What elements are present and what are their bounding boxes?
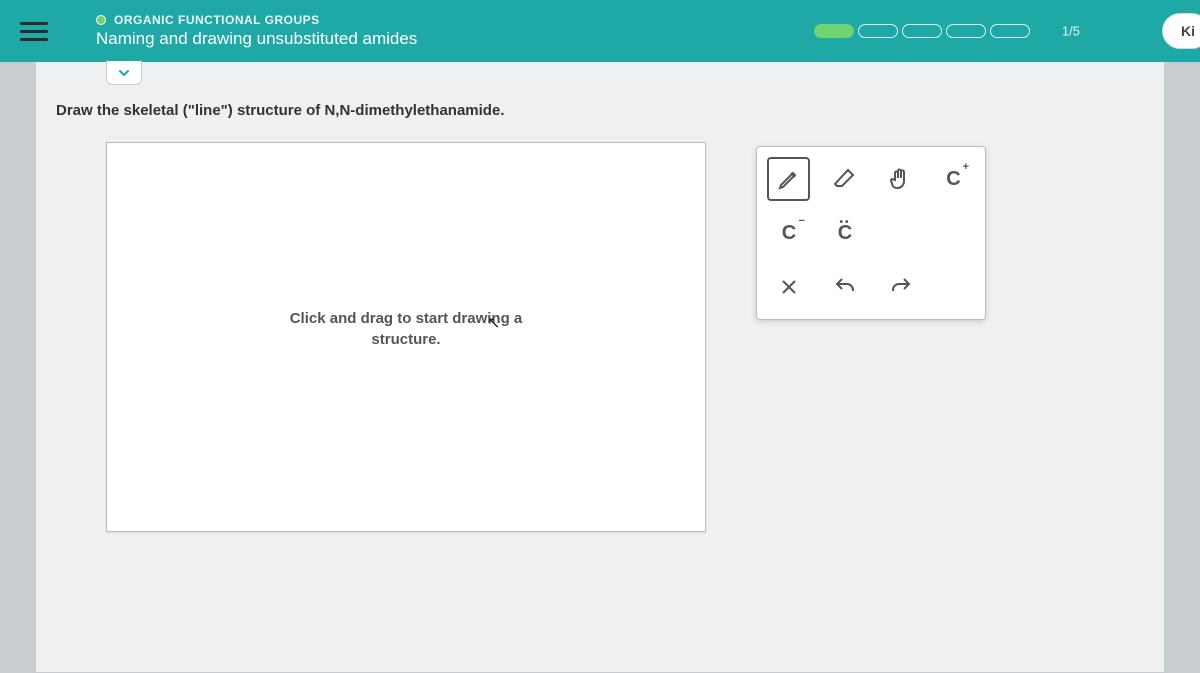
canvas-hint: Click and drag to start drawing a struct…	[107, 308, 705, 350]
tool-label: C	[782, 222, 796, 245]
progress-segment	[946, 24, 986, 38]
tool-superscript: −	[799, 215, 805, 227]
progress-segment	[902, 24, 942, 38]
eraser-tool[interactable]	[822, 157, 865, 201]
category-label: ORGANIC FUNCTIONAL GROUPS	[114, 13, 320, 27]
close-icon	[777, 275, 801, 299]
menu-button[interactable]	[20, 17, 48, 45]
ki-button[interactable]: Ki	[1162, 13, 1200, 49]
tool-label: C	[946, 168, 960, 191]
ki-label: Ki	[1181, 23, 1195, 39]
hand-icon	[887, 167, 911, 191]
question-card: Draw the skeletal ("line") structure of …	[35, 62, 1165, 673]
chevron-down-icon	[116, 65, 132, 81]
canvas-hint-line1: Click and drag to start drawing a	[107, 308, 705, 329]
eraser-icon	[832, 167, 856, 191]
dots-icon: ••	[839, 217, 850, 228]
draw-tool[interactable]	[767, 157, 810, 201]
tool-superscript: +	[963, 161, 969, 173]
undo-icon	[833, 275, 857, 299]
lone-pair-tool[interactable]: •• C	[823, 211, 867, 255]
tool-palette: C + C − •• C	[756, 146, 986, 320]
pencil-icon	[777, 167, 801, 191]
redo-icon	[889, 275, 913, 299]
progress-bar	[814, 24, 1030, 38]
status-dot-icon	[96, 15, 106, 25]
header-titles: ORGANIC FUNCTIONAL GROUPS Naming and dra…	[96, 13, 417, 50]
progress-segment	[858, 24, 898, 38]
undo-tool[interactable]	[823, 265, 867, 309]
progress-segment	[990, 24, 1030, 38]
progress-count: 1/5	[1062, 24, 1080, 39]
redo-tool[interactable]	[879, 265, 923, 309]
progress-segment	[814, 24, 854, 38]
question-prompt: Draw the skeletal ("line") structure of …	[56, 102, 504, 119]
cursor-icon: ↖	[487, 313, 500, 333]
drawing-canvas[interactable]: Click and drag to start drawing a struct…	[106, 142, 706, 532]
clear-tool[interactable]	[767, 265, 811, 309]
grab-tool[interactable]	[877, 157, 920, 201]
lesson-title: Naming and drawing unsubstituted amides	[96, 29, 417, 49]
canvas-hint-line2: structure.	[107, 329, 705, 350]
charge-plus-tool[interactable]: C +	[932, 157, 975, 201]
charge-minus-tool[interactable]: C −	[767, 211, 811, 255]
collapse-toggle[interactable]	[106, 61, 142, 85]
lesson-header: ORGANIC FUNCTIONAL GROUPS Naming and dra…	[0, 0, 1200, 62]
